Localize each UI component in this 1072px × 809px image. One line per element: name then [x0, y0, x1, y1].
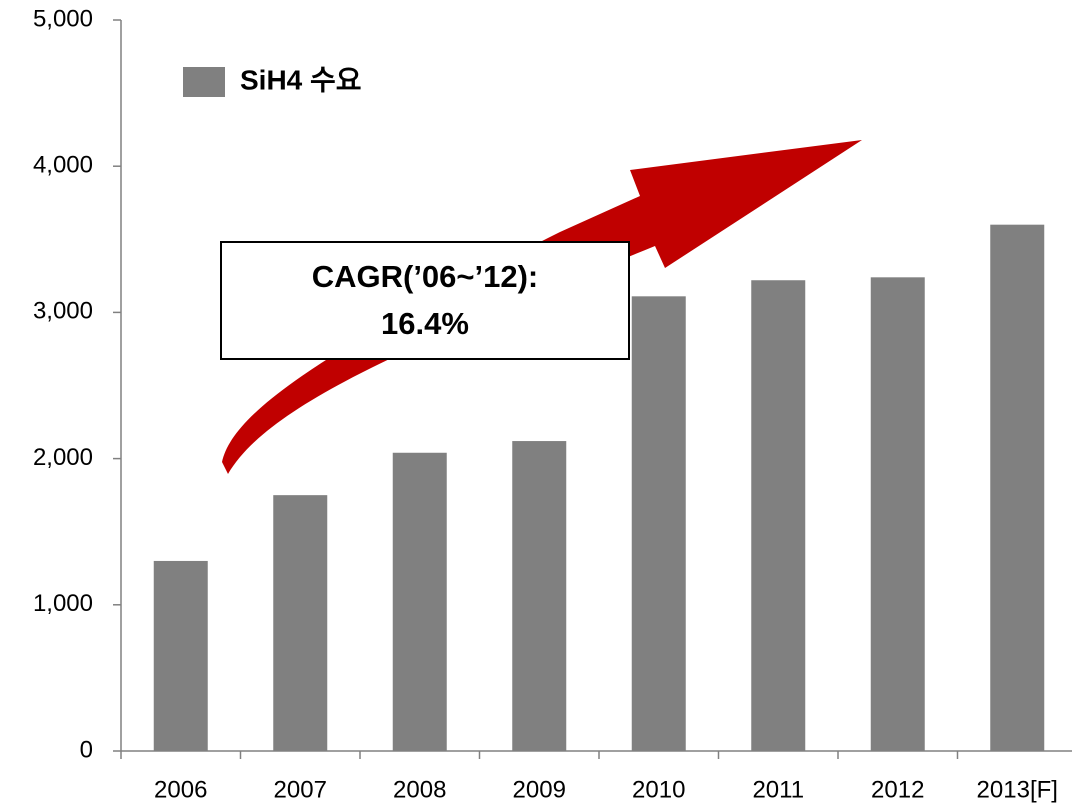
legend-label: SiH4 수요: [240, 64, 362, 95]
x-tick-label: 2010: [632, 776, 685, 803]
y-tick-label: 5,000: [33, 5, 93, 32]
bar: [870, 277, 925, 751]
bar: [273, 495, 328, 751]
y-tick-label: 3,000: [33, 298, 93, 325]
annotation-box: [220, 241, 630, 360]
x-tick-label: 2008: [393, 776, 446, 803]
y-tick-label: 0: [80, 736, 93, 763]
bar: [153, 560, 208, 751]
y-tick-label: 2,000: [33, 444, 93, 471]
x-tick-label: 2013[F]: [977, 776, 1058, 803]
x-tick-label: 2009: [513, 776, 566, 803]
bar: [990, 224, 1045, 751]
annotation-text: 16.4%: [381, 306, 469, 341]
x-tick-label: 2006: [154, 776, 207, 803]
y-tick-label: 1,000: [33, 590, 93, 617]
annotation-text: CAGR(’06~’12):: [312, 259, 539, 294]
x-tick-label: 2007: [274, 776, 327, 803]
bar: [631, 296, 686, 751]
bar: [751, 280, 806, 751]
growth-arrow: [222, 140, 862, 474]
legend-swatch: [183, 67, 225, 97]
bar: [392, 452, 447, 751]
x-tick-label: 2011: [752, 776, 804, 803]
bar: [512, 441, 567, 751]
x-tick-label: 2012: [871, 776, 924, 803]
y-tick-label: 4,000: [33, 152, 93, 179]
